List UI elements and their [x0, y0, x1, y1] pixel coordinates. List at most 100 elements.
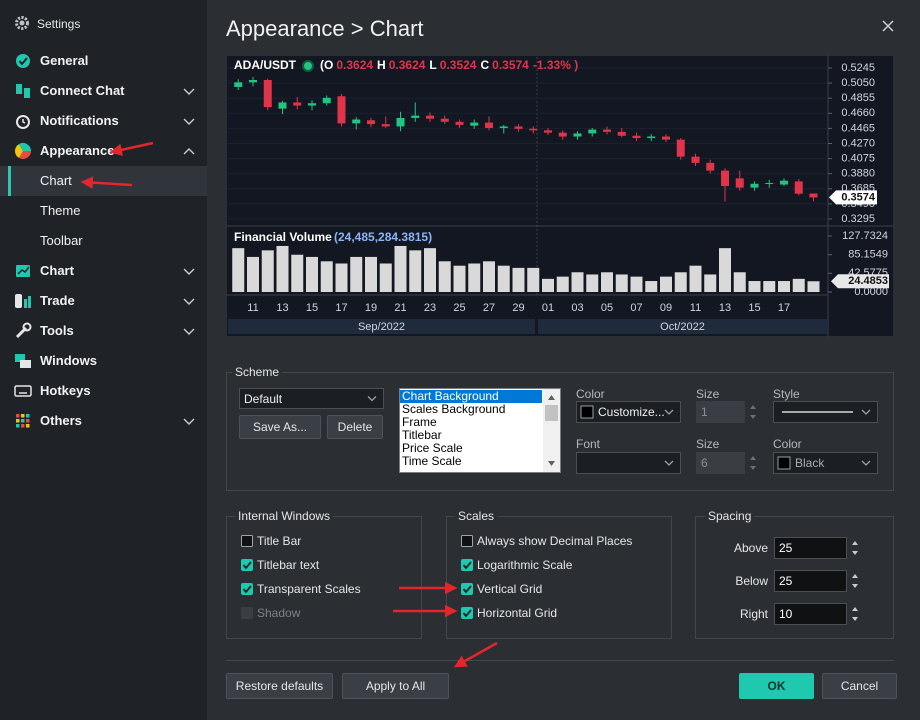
sidebar-item[interactable] [0, 166, 207, 196]
dropdown[interactable] [773, 401, 878, 423]
button-label[interactable]: Delete [337, 420, 373, 434]
dropdown[interactable] [576, 452, 681, 474]
button-label[interactable]: Apply to All [365, 679, 426, 693]
sidebar-label[interactable]: Theme [40, 203, 81, 218]
listbox-scrollbar [543, 389, 560, 472]
input-value: 6 [701, 456, 708, 470]
close-button[interactable] [876, 14, 900, 38]
number-input[interactable] [774, 537, 847, 559]
listbox-item[interactable]: Price Scale [402, 441, 463, 455]
button[interactable] [739, 673, 814, 699]
checkbox-label[interactable]: Titlebar text [257, 558, 320, 572]
volume-bar [645, 281, 658, 292]
x-tick-label: 11 [247, 302, 258, 314]
button-label[interactable]: Cancel [840, 679, 879, 693]
listbox-item[interactable]: Scales Background [402, 402, 506, 416]
checkbox-label[interactable]: Always show Decimal Places [477, 534, 633, 548]
volume-bar [483, 261, 495, 292]
sidebar-label[interactable]: Chart [40, 173, 72, 188]
volume-total: (24,485,284.3815) [334, 230, 432, 244]
listbox-item[interactable]: Time Scale [402, 454, 462, 468]
button-label[interactable]: OK [767, 679, 786, 693]
volume-bar [601, 272, 613, 292]
checkbox-label[interactable]: Title Bar [257, 534, 302, 548]
sidebar-label[interactable]: Appearance [40, 143, 115, 158]
x-tick-label: 19 [365, 302, 377, 314]
candle-body [617, 131, 626, 136]
sidebar-item[interactable] [0, 196, 207, 226]
x-tick-label: 25 [453, 302, 465, 314]
input-value[interactable]: 25 [779, 574, 793, 588]
checkbox-label[interactable]: Vertical Grid [477, 582, 543, 596]
candle-body [676, 139, 685, 157]
candle-body [706, 162, 715, 171]
sidebar-label[interactable]: Others [40, 413, 82, 428]
sidebar-label[interactable]: Tools [40, 323, 74, 338]
button[interactable] [327, 415, 383, 439]
volume-bar [556, 276, 569, 292]
dropdown[interactable] [773, 452, 878, 474]
y-tick-label: 0.5245 [841, 62, 875, 74]
sidebar-item[interactable] [0, 286, 207, 316]
sidebar-item[interactable] [0, 406, 207, 436]
listbox-item[interactable]: Chart Background [402, 389, 499, 403]
field-label: Font [576, 437, 601, 451]
dropdown[interactable] [239, 388, 384, 409]
sidebar-label[interactable]: Windows [40, 353, 97, 368]
candle-body [780, 180, 788, 185]
dropdown-value[interactable]: Customize... [598, 405, 665, 419]
volume-title: Financial Volume [234, 230, 332, 244]
sidebar-label[interactable]: Connect Chat [40, 83, 125, 98]
sidebar-item[interactable] [0, 226, 207, 256]
candle-body [426, 115, 434, 119]
listbox-item[interactable]: Titlebar [402, 428, 442, 442]
sidebar-label[interactable]: Toolbar [40, 233, 83, 248]
candle-body [662, 136, 670, 140]
input-value[interactable]: 25 [779, 541, 793, 555]
x-tick-label: 17 [778, 302, 790, 314]
button[interactable] [822, 673, 897, 699]
candle-body [603, 129, 611, 132]
group-legend: Scales [455, 508, 498, 524]
x-tick-label: 15 [748, 302, 760, 314]
sidebar-item[interactable] [0, 346, 207, 376]
y-tick-label: 0.3295 [841, 213, 875, 225]
ohlc-label: H [377, 58, 386, 72]
volume-bar [689, 265, 702, 292]
button[interactable] [239, 415, 321, 439]
field-label: Size [696, 387, 720, 401]
sidebar-item[interactable] [0, 46, 207, 76]
sidebar-item[interactable] [0, 256, 207, 286]
sidebar-label[interactable]: Notifications [40, 113, 119, 128]
volume-bar [571, 272, 584, 292]
button[interactable] [342, 673, 449, 699]
checkbox-label[interactable]: Transparent Scales [257, 582, 361, 596]
month-band [538, 319, 827, 334]
button[interactable] [226, 673, 333, 699]
number-input[interactable] [774, 570, 847, 592]
candle-body [529, 128, 538, 131]
button-label[interactable]: Save As... [252, 420, 308, 434]
candle-body [337, 96, 346, 124]
dropdown[interactable] [576, 401, 681, 423]
sidebar-item[interactable] [0, 376, 207, 406]
sidebar-label[interactable]: Hotkeys [40, 383, 91, 398]
checkbox-label[interactable]: Logarithmic Scale [477, 558, 573, 572]
dropdown-value[interactable]: Default [244, 391, 283, 406]
status-dot [302, 60, 314, 72]
candle-body [544, 130, 552, 133]
sidebar-label[interactable]: Trade [40, 293, 75, 308]
candle-body [249, 80, 257, 83]
annotation-arrow [453, 641, 498, 668]
sidebar-item[interactable] [0, 316, 207, 346]
input-value[interactable]: 10 [779, 607, 793, 621]
dropdown-value[interactable]: Black [795, 456, 825, 470]
button-label[interactable]: Restore defaults [235, 679, 324, 693]
checkbox-label[interactable]: Horizontal Grid [477, 606, 558, 620]
ohlc-value: 0.3524 [440, 58, 477, 72]
sidebar-label[interactable]: Chart [40, 263, 74, 278]
listbox-item[interactable]: Frame [402, 415, 437, 429]
number-input[interactable] [774, 603, 847, 625]
ohlc-label: (O [320, 58, 333, 72]
sidebar-label[interactable]: General [40, 53, 89, 68]
